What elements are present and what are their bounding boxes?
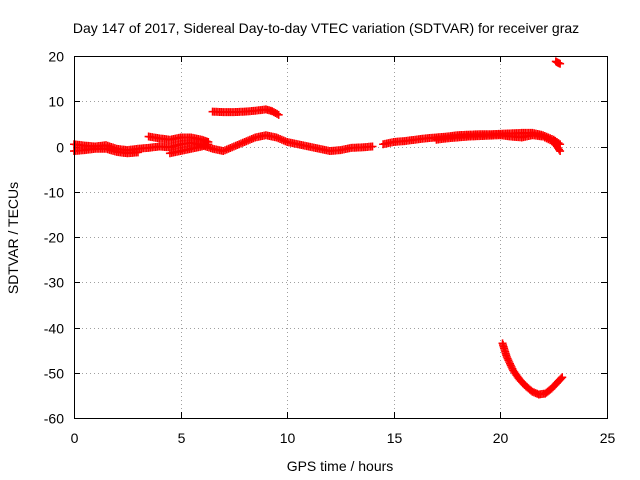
- plot-frame: [74, 56, 608, 419]
- x-tick-label: 15: [387, 430, 403, 446]
- y-tick-label: 0: [56, 140, 64, 156]
- x-tick-label: 0: [71, 430, 79, 446]
- data-series-arc-b: [70, 144, 142, 158]
- y-tick-label: -10: [44, 185, 64, 201]
- data-series-arc-e: [208, 105, 283, 119]
- data-point: [133, 148, 142, 157]
- y-tick-label: -60: [44, 411, 64, 427]
- data-point: [204, 140, 213, 149]
- y-tick-label: 10: [48, 94, 64, 110]
- data-point: [556, 59, 565, 68]
- data-series-arc-d: [165, 140, 213, 158]
- grid: [74, 56, 607, 418]
- data-point: [539, 132, 548, 141]
- y-tick-label: -50: [44, 366, 64, 382]
- y-axis-label: SDTVAR / TECUs: [5, 182, 21, 294]
- data-point: [542, 134, 551, 143]
- data-point: [273, 109, 282, 118]
- data-series-arc-i: [551, 57, 565, 68]
- data-point: [546, 136, 555, 145]
- y-tick-label: -20: [44, 230, 64, 246]
- x-tick-label: 20: [493, 430, 509, 446]
- data-point: [557, 374, 566, 383]
- data-point: [274, 110, 283, 119]
- y-tick-label: 20: [48, 49, 64, 65]
- data-series-arc-c: [144, 132, 213, 146]
- y-tick-label: -40: [44, 321, 64, 337]
- data-points: [70, 57, 567, 399]
- data-point: [540, 133, 549, 142]
- y-tick-label: -30: [44, 275, 64, 291]
- chart-title: Day 147 of 2017, Sidereal Day-to-day VTE…: [73, 20, 579, 36]
- data-point: [556, 147, 565, 156]
- y-tick-labels: 20 10 0 -10 -20 -30 -40 -50 -60: [44, 49, 64, 427]
- data-point: [555, 145, 564, 154]
- x-tick-label: 5: [178, 430, 186, 446]
- x-tick-labels: 0 5 10 15 20 25: [71, 430, 616, 446]
- x-axis-label: GPS time / hours: [287, 458, 394, 474]
- data-point: [368, 142, 377, 151]
- data-series-arc-g: [432, 131, 565, 156]
- data-point: [544, 135, 553, 144]
- data-point: [558, 373, 567, 382]
- data-series-arc-h: [498, 339, 567, 399]
- x-tick-label: 10: [280, 430, 296, 446]
- x-tick-label: 25: [600, 430, 616, 446]
